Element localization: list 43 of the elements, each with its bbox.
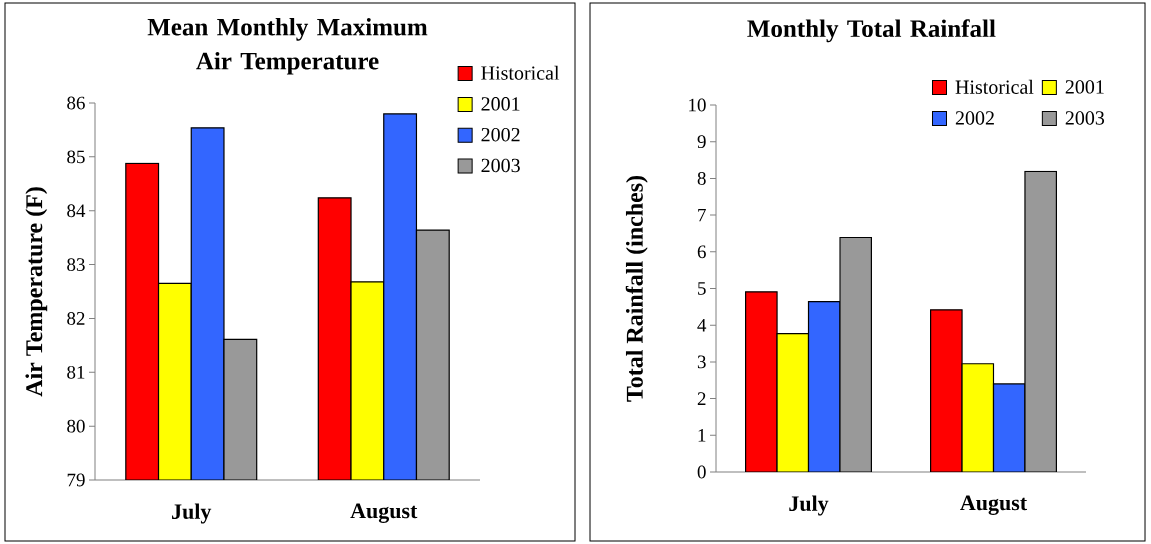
legend-label: 2001: [481, 97, 520, 111]
y-tick-label: 1: [698, 429, 706, 442]
legend-label: 2002: [481, 127, 520, 142]
legend-label: 2002: [955, 111, 994, 125]
y-tick-label: 4: [697, 318, 707, 332]
y-tick-label: 81: [67, 365, 85, 379]
x-tick-label: August: [960, 495, 1028, 515]
chart-title: Monthly Total Rainfall: [747, 19, 996, 43]
y-tick-label: 8: [697, 172, 706, 185]
y-axis-title: Total Rainfall (inches): [625, 175, 648, 402]
y-tick-label: 9: [697, 135, 706, 149]
y-tick-label: 80: [67, 419, 85, 433]
y-tick-label: 5: [698, 282, 706, 295]
y-tick-label: 2: [697, 392, 706, 405]
y-tick-label: 3: [697, 355, 706, 369]
y-tick-label: 84: [67, 204, 86, 218]
y-tick-label: 83: [67, 258, 85, 271]
legend-label: Historical: [955, 79, 1034, 94]
y-tick-label: 0: [697, 465, 706, 479]
bar: [776, 333, 810, 472]
bar: [745, 291, 778, 472]
legend-label: 2003: [481, 158, 520, 173]
bar: [992, 383, 1026, 472]
legend-label: 2001: [1065, 80, 1104, 94]
x-tick-label: July: [789, 495, 829, 516]
chart-title: Mean Monthly Maximum Air Temperature: [147, 17, 428, 75]
legend-label: Historical: [481, 65, 560, 80]
y-tick-label: 7: [698, 208, 706, 222]
y-tick-label: 85: [67, 150, 85, 164]
bar: [839, 236, 873, 472]
bar: [930, 309, 963, 472]
bar: [1024, 170, 1058, 472]
y-tick-label: 6: [697, 245, 706, 259]
y-tick-label: 79: [67, 473, 85, 487]
bar: [807, 301, 841, 472]
y-tick-label: 10: [689, 98, 706, 112]
legend-label: 2003: [1065, 111, 1105, 125]
y-tick-label: 82: [67, 312, 85, 325]
x-tick-label: July: [172, 503, 212, 524]
y-axis-title: Air Temperature (F): [25, 187, 48, 397]
bar: [961, 363, 995, 472]
y-tick-label: 86: [67, 96, 85, 110]
x-tick-label: August: [350, 503, 418, 523]
